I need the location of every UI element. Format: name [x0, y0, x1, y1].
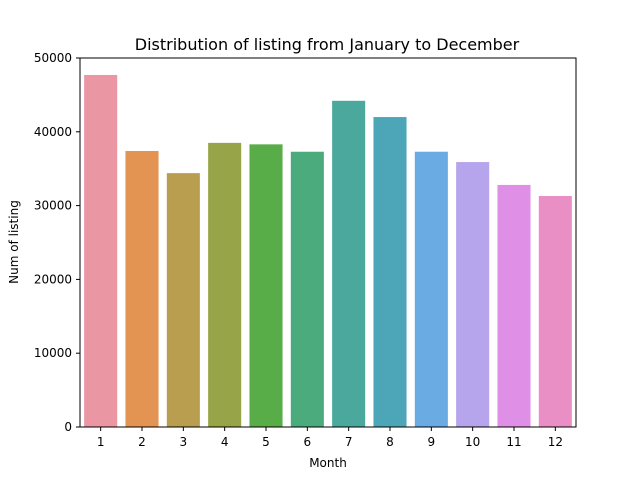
- y-tick-label: 50000: [34, 51, 72, 65]
- x-tick-label: 12: [548, 435, 563, 449]
- y-tick-label: 0: [64, 420, 72, 434]
- bar-month-4: [208, 142, 242, 427]
- x-tick-label: 7: [345, 435, 353, 449]
- x-tick-label: 10: [465, 435, 480, 449]
- x-tick-label: 11: [506, 435, 521, 449]
- x-tick-label: 4: [221, 435, 229, 449]
- bar-month-3: [166, 173, 200, 427]
- y-tick-label: 40000: [34, 125, 72, 139]
- y-axis-ticks: 0 10000 20000 30000 40000 50000: [34, 51, 80, 434]
- bar-month-10: [456, 162, 490, 427]
- bar-month-12: [538, 196, 572, 427]
- chart-title: Distribution of listing from January to …: [135, 35, 520, 54]
- bar-month-7: [332, 100, 366, 428]
- x-tick-label: 6: [304, 435, 312, 449]
- bar-month-9: [414, 151, 448, 428]
- y-tick-label: 10000: [34, 346, 72, 360]
- bar-month-2: [125, 150, 159, 428]
- x-tick-label: 1: [97, 435, 105, 449]
- x-tick-label: 8: [386, 435, 394, 449]
- bar-month-5: [249, 144, 283, 427]
- y-tick-label: 20000: [34, 272, 72, 286]
- y-axis-label: Num of listing: [7, 200, 21, 284]
- bar-month-8: [373, 117, 407, 427]
- x-axis-label: Month: [309, 456, 347, 470]
- plot-frame: [79, 57, 577, 428]
- x-tick-label: 3: [180, 435, 188, 449]
- bar-month-1: [84, 74, 118, 427]
- x-tick-label: 5: [262, 435, 270, 449]
- x-tick-label: 9: [428, 435, 436, 449]
- bar-month-11: [497, 184, 531, 427]
- x-axis-ticks: 1 2 3 4 5 6 7 8 9 10 11 12: [97, 427, 563, 449]
- bars-group: [84, 74, 572, 428]
- x-tick-label: 2: [138, 435, 146, 449]
- bar-month-6: [290, 151, 324, 428]
- y-tick-label: 30000: [34, 199, 72, 213]
